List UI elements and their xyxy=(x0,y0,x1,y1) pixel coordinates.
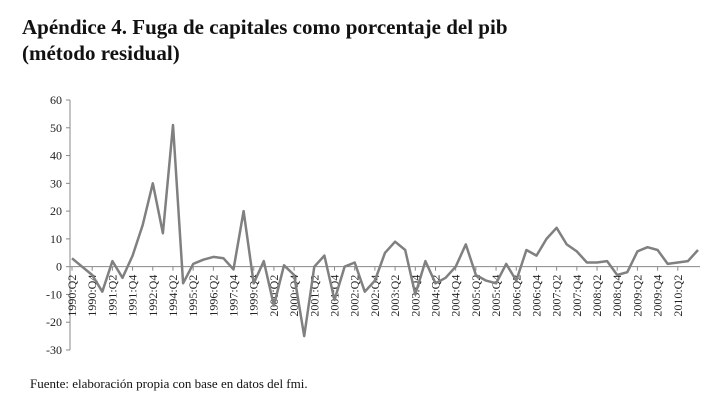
x-tick-label: 2008:Q2 xyxy=(590,275,604,317)
x-tick-label: 2010:Q2 xyxy=(671,275,685,317)
x-tick-label: 2009:Q4 xyxy=(651,275,665,317)
y-tick-label: 10 xyxy=(50,232,62,246)
x-tick-label: 1997:Q4 xyxy=(227,275,241,317)
chart-subtitle: (método residual) xyxy=(22,41,180,65)
x-tick-label: 2008:Q4 xyxy=(610,275,624,317)
x-tick-label: 1999:Q4 xyxy=(247,275,261,317)
x-tick-label: 2005:Q4 xyxy=(489,275,503,317)
x-tick-label: 2007:Q2 xyxy=(550,275,564,317)
x-tick-label: 2007:Q4 xyxy=(570,275,584,317)
y-tick-label: 50 xyxy=(50,121,62,135)
x-tick-label: 2006:Q4 xyxy=(529,275,543,317)
x-tick-label: 1991:Q4 xyxy=(126,275,140,317)
x-tick-label: 2000:Q4 xyxy=(287,275,301,317)
y-tick-label: 20 xyxy=(50,204,62,218)
x-tick-label: 1996:Q2 xyxy=(206,275,220,317)
x-tick-label: 2004:Q2 xyxy=(428,275,442,317)
y-tick-label: 30 xyxy=(50,176,62,190)
y-tick-label: -30 xyxy=(46,343,62,357)
y-tick-label: 60 xyxy=(50,93,62,107)
x-tick-label: 2003:Q2 xyxy=(388,275,402,317)
x-tick-label: 2006:Q2 xyxy=(509,275,523,317)
x-tick-label: 1995:Q2 xyxy=(186,275,200,317)
x-tick-label: 2002:Q2 xyxy=(348,275,362,317)
y-tick-label: -10 xyxy=(46,287,62,301)
x-tick-label: 1992:Q4 xyxy=(146,275,160,317)
x-tick-label: 2004:Q4 xyxy=(449,275,463,317)
x-tick-label: 2005:Q2 xyxy=(469,275,483,317)
chart-title: Apéndice 4. Fuga de capitales como porce… xyxy=(22,15,508,39)
x-tick-label: 1990:Q4 xyxy=(85,275,99,317)
y-tick-label: -20 xyxy=(46,315,62,329)
x-tick-label: 1994:Q2 xyxy=(166,275,180,317)
x-tick-label: 1991:Q2 xyxy=(105,275,119,317)
x-tick-label: 2009:Q2 xyxy=(630,275,644,317)
y-tick-label: 40 xyxy=(50,149,62,163)
data-line xyxy=(71,123,699,338)
y-tick-label: 0 xyxy=(56,260,62,274)
x-tick-label: 1990:Q2 xyxy=(65,275,79,317)
source-note: Fuente: elaboración propia con base en d… xyxy=(30,376,308,391)
